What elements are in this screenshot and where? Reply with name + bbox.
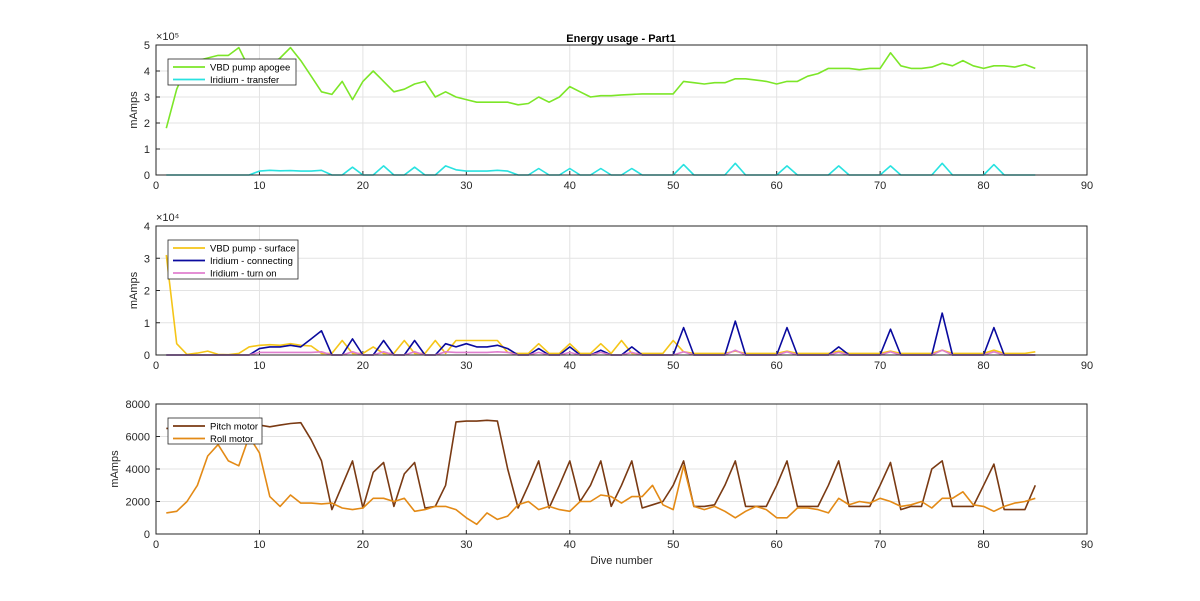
- x-tick-label: 80: [977, 360, 989, 372]
- axes-box: [155, 44, 1088, 176]
- x-tick-label: 30: [460, 360, 472, 372]
- x-tick-label: 40: [564, 539, 576, 551]
- x-tick-label: 70: [874, 180, 886, 192]
- legend-entry: Iridium - turn on: [210, 269, 277, 280]
- x-tick-label: 20: [357, 360, 369, 372]
- legend-entry: Roll motor: [210, 434, 253, 445]
- x-tick-label: 70: [874, 360, 886, 372]
- y-tick-label: 5: [144, 40, 150, 52]
- series-line-1: [165, 46, 1036, 129]
- y-tick-label: 3: [144, 253, 150, 265]
- x-tick-label: 10: [253, 360, 265, 372]
- x-tick-label: 70: [874, 539, 886, 551]
- y-tick-label: 2000: [126, 497, 150, 509]
- x-tick-label: 50: [667, 539, 679, 551]
- x-tick-label: 20: [357, 180, 369, 192]
- x-tick-label: 90: [1081, 180, 1093, 192]
- chart-panel-3: 0 10 20 30 40 50 60 70 80 90 0 2000 4000 6000 8000 mAmp…: [109, 399, 1093, 567]
- figure-title: Energy usage - Part1: [566, 33, 675, 45]
- x-tick-label: 60: [771, 539, 783, 551]
- legend-entry: VBD pump - surface: [210, 244, 296, 255]
- x-tick-label: 40: [564, 180, 576, 192]
- x-tick-label: 90: [1081, 360, 1093, 372]
- x-tick-label: 20: [357, 539, 369, 551]
- x-tick-label: 0: [153, 539, 159, 551]
- y-tick-label: 2: [144, 286, 150, 298]
- legend-entry: Pitch motor: [210, 422, 258, 433]
- y-tick-label: 4000: [126, 464, 150, 476]
- y-exponent-label: ×10⁴: [156, 212, 180, 224]
- chart-panel-1: 0 10 20 30 40 50 60 70 80 90 0 1 2 3 4 5 ×10⁵ mAmps VBD pu…: [128, 31, 1093, 192]
- x-tick-label: 90: [1081, 539, 1093, 551]
- x-tick-label: 30: [460, 539, 472, 551]
- x-tick-label: 80: [977, 180, 989, 192]
- y-tick-label: 0: [144, 350, 150, 362]
- x-tick-label: 60: [771, 360, 783, 372]
- x-tick-label: 80: [977, 539, 989, 551]
- y-axis-label: mAmps: [128, 91, 140, 129]
- y-axis-label: mAmps: [128, 271, 140, 309]
- y-exponent-label: ×10⁵: [156, 31, 179, 43]
- x-tick-label: 10: [253, 180, 265, 192]
- x-tick-label: 30: [460, 180, 472, 192]
- y-tick-label: 1: [144, 144, 150, 156]
- y-tick-label: 2: [144, 118, 150, 130]
- x-tick-label: 0: [153, 180, 159, 192]
- y-tick-label: 8000: [126, 399, 150, 411]
- y-tick-label: 4: [144, 221, 150, 233]
- x-tick-label: 10: [253, 539, 265, 551]
- x-tick-label: 0: [153, 360, 159, 372]
- axes-box: [155, 225, 1088, 356]
- x-tick-label: 50: [667, 180, 679, 192]
- x-axis-label: Dive number: [590, 555, 653, 567]
- legend-entry: Iridium - transfer: [210, 75, 279, 86]
- y-tick-label: 4: [144, 66, 150, 78]
- x-tick-label: 50: [667, 360, 679, 372]
- y-tick-label: 3: [144, 92, 150, 104]
- y-tick-label: 1: [144, 318, 150, 330]
- legend-entry: Iridium - connecting: [210, 256, 293, 267]
- y-axis-label: mAmps: [109, 450, 121, 488]
- series-line-1: [166, 419, 1037, 511]
- legend-box: [167, 58, 297, 86]
- y-tick-label: 6000: [126, 432, 150, 444]
- legend-entry: VBD pump apogee: [210, 63, 290, 74]
- series-line-2: [166, 435, 1036, 526]
- y-tick-label: 0: [144, 170, 150, 182]
- x-tick-label: 40: [564, 360, 576, 372]
- y-tick-label: 0: [144, 529, 150, 541]
- legend-box: [167, 417, 263, 445]
- chart-panel-2: 0 10 20 30 40 50 60 70 80 90 0 1 2 3 4 ×10⁴ mAmps VBD pum…: [128, 212, 1093, 372]
- axes-box: [155, 403, 1088, 535]
- x-tick-label: 60: [771, 180, 783, 192]
